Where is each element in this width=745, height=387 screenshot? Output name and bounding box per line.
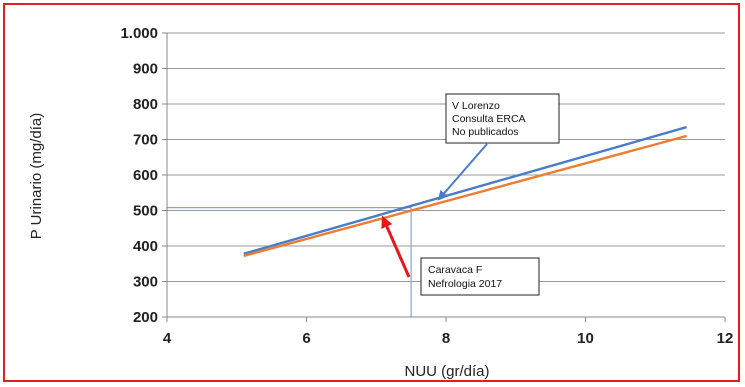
y-tick-label-3: 500	[133, 203, 158, 220]
y-tick-label-0: 200	[133, 309, 158, 326]
annotation-caravaca: Caravaca F Nefrologia 2017	[381, 215, 540, 296]
reference-lines	[167, 207, 412, 317]
x-tick-label-1: 6	[302, 330, 310, 347]
y-tick-label-2: 400	[133, 238, 158, 255]
annotation-caravaca-arrow	[381, 215, 411, 278]
series-lines	[243, 125, 687, 258]
x-tick-label-2: 8	[442, 330, 450, 347]
annotation-lorenzo-line-2: Consulta ERCA	[452, 113, 526, 125]
annotation-lorenzo: V Lorenzo Consulta ERCA No publicados	[437, 93, 560, 201]
x-tick-label-4: 12	[717, 330, 734, 347]
y-tick-label-6: 800	[133, 96, 158, 113]
y-tick-label-8: 1.000	[120, 25, 158, 42]
chart-frame	[3, 3, 740, 382]
y-tick-label-5: 700	[133, 132, 158, 149]
series-line-0	[243, 125, 687, 255]
axes	[162, 32, 726, 322]
annotation-caravaca-line-1: Caravaca F	[428, 264, 482, 276]
annotation-lorenzo-line-1: V Lorenzo	[452, 100, 500, 112]
x-tick-label-3: 10	[577, 330, 594, 347]
x-axis-label: NUU (gr/día)	[404, 363, 489, 380]
x-tick-labels: 4 6 8 10 12	[163, 330, 734, 347]
y-axis-label: P Urinario (mg/día)	[28, 113, 45, 239]
annotation-caravaca-line-2: Nefrologia 2017	[428, 278, 502, 290]
annotation-lorenzo-arrow	[437, 143, 488, 201]
y-tick-label-1: 300	[133, 274, 158, 291]
gridlines	[167, 32, 725, 282]
y-tick-label-7: 900	[133, 61, 158, 78]
annotation-lorenzo-line-3: No publicados	[452, 126, 519, 138]
y-tick-labels: 200 300 400 500 600 700 800 900 1.000	[120, 25, 158, 326]
x-tick-label-0: 4	[163, 330, 172, 347]
series-line-1	[243, 134, 687, 258]
y-tick-label-4: 600	[133, 167, 158, 184]
